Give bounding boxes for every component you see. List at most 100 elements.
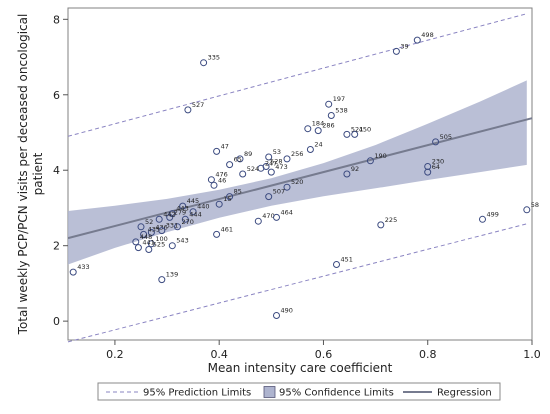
data-point — [210, 181, 218, 189]
data-point — [377, 221, 385, 229]
data-point — [166, 213, 174, 221]
data-point-label: 225 — [385, 216, 397, 224]
data-point — [179, 202, 187, 210]
data-point-label: 39 — [400, 42, 408, 50]
data-point-label: 331 — [166, 222, 178, 230]
y-axis-label-line-1: Total weekly PCP/PCN visits per deceased… — [16, 14, 30, 336]
data-point — [158, 276, 166, 284]
y-axis-label-line-2: patient — [31, 152, 45, 195]
data-point — [265, 193, 273, 201]
data-point — [523, 206, 531, 214]
legend-box — [97, 382, 501, 401]
data-point-label: 451 — [341, 256, 353, 264]
data-point — [213, 147, 221, 155]
data-point-label: 528 — [270, 158, 282, 166]
data-point-label: 543 — [176, 237, 188, 245]
data-point-label: 448 — [140, 233, 152, 241]
data-point — [304, 125, 312, 133]
data-point-label: 524 — [247, 165, 259, 173]
data-point-label: 52 — [145, 218, 153, 226]
data-point-label: 440 — [197, 203, 209, 211]
data-point — [158, 227, 166, 235]
data-point — [343, 130, 351, 138]
data-point-label: 470 — [262, 212, 274, 220]
data-point — [147, 229, 155, 236]
data-point — [132, 238, 140, 246]
data-point — [267, 168, 275, 176]
data-point — [343, 170, 351, 178]
data-point-label: 58 — [531, 201, 539, 209]
data-point-label: 441 — [142, 239, 154, 247]
data-point-label: 197 — [333, 95, 345, 103]
data-point-label: 473 — [275, 163, 287, 171]
data-point — [226, 161, 234, 169]
regression-line — [67, 117, 533, 240]
data-point — [351, 130, 359, 138]
data-point-label: 100 — [155, 235, 167, 243]
y-tick-label: 2 — [53, 240, 60, 253]
data-point — [283, 183, 291, 191]
data-point — [226, 193, 234, 201]
data-point — [413, 36, 421, 44]
data-point-label: 139 — [166, 271, 178, 279]
data-point-label: 433 — [77, 263, 89, 271]
data-point — [479, 215, 486, 223]
data-point-label: 230 — [432, 158, 444, 166]
data-point-label: 286 — [322, 122, 334, 130]
data-point-label: 335 — [208, 54, 220, 62]
data-point-label: 85 — [234, 188, 242, 196]
data-point-label: 435 — [148, 225, 160, 233]
data-point — [200, 59, 208, 67]
data-point-label: 461 — [221, 225, 233, 233]
data-point-label: 507 — [273, 188, 285, 196]
data-point-label: 490 — [281, 307, 293, 315]
data-point-label: 527 — [192, 101, 204, 109]
data-point — [140, 230, 148, 238]
data-point-label: 445 — [187, 197, 199, 205]
data-point-label: 184 — [312, 120, 324, 128]
data-point — [184, 106, 192, 114]
data-point-label: 464 — [281, 208, 293, 216]
data-point-label: 15 — [223, 195, 231, 203]
regression-line-group — [67, 117, 533, 240]
data-point — [325, 100, 333, 108]
data-point-label: 92 — [351, 165, 359, 173]
data-point-label: 499 — [487, 210, 499, 218]
data-point — [239, 170, 247, 178]
y-tick-label: 6 — [53, 89, 60, 102]
data-point-label: 443 — [176, 205, 188, 213]
data-point-label: 442 — [163, 210, 175, 218]
data-point-label: 444 — [189, 210, 201, 218]
data-point-label: 89 — [244, 150, 252, 158]
x-axis-label: Mean intensity care coefficient — [208, 361, 393, 375]
data-point — [181, 215, 189, 223]
data-point-label: 520 — [291, 178, 303, 186]
data-point — [69, 268, 77, 276]
x-axis-ticks: 0.2 0.4 0.6 0.8 1.0 — [106, 340, 541, 361]
data-point-label: 64 — [432, 163, 440, 171]
data-point-label: 270 — [182, 218, 194, 226]
data-point-label: 46 — [218, 176, 226, 184]
data-point-label: 190 — [374, 152, 386, 160]
data-point — [265, 153, 273, 161]
data-point — [314, 127, 322, 135]
data-point — [189, 208, 197, 216]
y-tick-label: 4 — [53, 164, 60, 177]
data-point — [257, 164, 265, 172]
x-tick-label: 0.6 — [315, 348, 333, 361]
y-tick-label: 0 — [53, 315, 60, 328]
legend: 95% Prediction Limits 95% Confidence Lim… — [97, 382, 501, 401]
data-point — [168, 242, 176, 250]
data-point — [147, 240, 155, 248]
data-point-label: 505 — [440, 133, 452, 141]
data-point-label: 476 — [215, 171, 227, 179]
legend-confidence-label: 95% Confidence Limits — [279, 388, 394, 399]
data-point — [213, 230, 221, 238]
data-point — [254, 217, 262, 225]
data-point — [283, 155, 291, 163]
data-point — [273, 312, 280, 319]
data-point-label: 538 — [335, 107, 347, 115]
legend-regression-label: Regression — [437, 388, 492, 399]
